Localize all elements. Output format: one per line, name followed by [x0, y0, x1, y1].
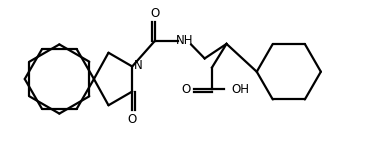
Text: NH: NH — [176, 34, 194, 47]
Text: O: O — [128, 113, 137, 126]
Text: N: N — [134, 59, 143, 72]
Text: O: O — [182, 83, 191, 96]
Text: O: O — [150, 7, 159, 20]
Text: OH: OH — [231, 83, 249, 96]
